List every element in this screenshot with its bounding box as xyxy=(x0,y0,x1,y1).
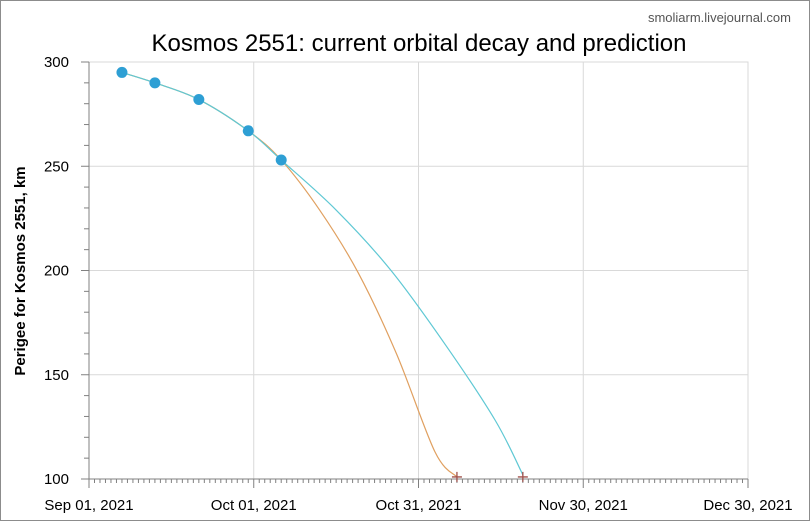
y-tick-label: 150 xyxy=(44,367,69,384)
reentry-marker xyxy=(517,471,528,482)
x-tick-label: Oct 01, 2021 xyxy=(211,497,297,514)
series-layer xyxy=(121,71,524,478)
observed-point xyxy=(275,154,287,166)
series-line-2 xyxy=(121,71,524,476)
x-tick-label: Oct 31, 2021 xyxy=(376,497,462,514)
chart-title: Kosmos 2551: current orbital decay and p… xyxy=(152,30,687,57)
tick-labels: 100 150 200 250 300 Sep 01, 2021 Oct 01, 2021 O… xyxy=(44,54,793,514)
x-tick-label: Nov 30, 2021 xyxy=(539,497,628,514)
observed-point xyxy=(193,94,205,106)
grid xyxy=(89,61,749,479)
y-tick-label: 200 xyxy=(44,263,69,280)
x-tick-label: Dec 30, 2021 xyxy=(703,497,792,514)
reentry-marker xyxy=(451,471,462,482)
series-line-1 xyxy=(121,71,458,478)
points-layer xyxy=(116,66,528,482)
x-tick-label: Sep 01, 2021 xyxy=(44,497,133,514)
y-tick-label: 100 xyxy=(44,471,69,488)
observed-point xyxy=(242,125,254,137)
y-tick-label: 250 xyxy=(44,158,69,175)
axes xyxy=(81,61,749,488)
observed-point xyxy=(116,66,128,78)
y-tick-label: 300 xyxy=(44,54,69,71)
observed-point xyxy=(149,77,161,89)
credit-text: smoliarm.livejournal.com xyxy=(648,10,791,25)
y-axis-label: Perigee for Kosmos 2551, km xyxy=(12,166,29,375)
